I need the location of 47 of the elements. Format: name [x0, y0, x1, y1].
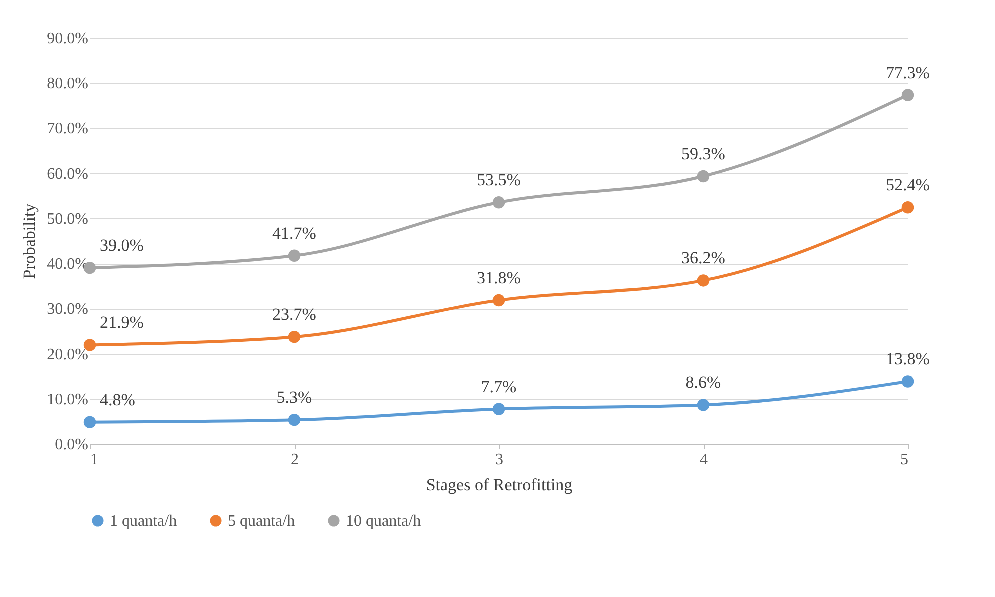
- y-tick-label: 70.0%: [47, 120, 88, 138]
- data-label: 5.3%: [276, 388, 312, 408]
- y-tick-label: 10.0%: [47, 391, 88, 408]
- point: [697, 170, 710, 183]
- data-label: 36.2%: [682, 248, 726, 268]
- x-tick-label: 1: [90, 452, 98, 468]
- y-tick-label: 20.0%: [47, 346, 88, 364]
- data-label: 53.5%: [477, 170, 521, 190]
- y-tick-label: 60.0%: [47, 166, 88, 183]
- point: [288, 250, 301, 262]
- point: [697, 399, 710, 412]
- legend-label: 1 quanta/h: [110, 513, 178, 530]
- y-axis-title: Probability: [20, 203, 40, 280]
- point: [84, 416, 96, 428]
- y-tick-label: 0.0%: [55, 436, 88, 454]
- data-label: 23.7%: [272, 305, 316, 324]
- data-label: 21.9%: [100, 313, 144, 332]
- x-axis-title: Stages of Retrofitting: [426, 476, 574, 494]
- point: [492, 294, 506, 307]
- point: [902, 89, 914, 102]
- x-tick-label: 4: [700, 452, 708, 468]
- point: [902, 202, 914, 214]
- x-tick-label: 3: [496, 452, 504, 468]
- point: [288, 414, 301, 426]
- point: [288, 330, 301, 344]
- data-label: 31.8%: [477, 268, 521, 288]
- legend-label: 10 quanta/h: [346, 513, 422, 530]
- data-label: 39.0%: [100, 236, 144, 256]
- data-label: 4.8%: [100, 390, 136, 410]
- point: [697, 274, 710, 287]
- y-tick-label: 90.0%: [47, 30, 88, 48]
- data-label: 7.7%: [481, 377, 517, 396]
- y-tick-label: 80.0%: [47, 76, 88, 93]
- data-label: 59.3%: [682, 144, 726, 164]
- point: [492, 196, 506, 209]
- data-label: 52.4%: [886, 176, 930, 195]
- data-label: 41.7%: [272, 224, 316, 243]
- y-tick-label: 30.0%: [47, 301, 88, 318]
- x-tick-label: 2: [291, 452, 299, 468]
- data-label: 77.3%: [886, 63, 930, 82]
- data-label: 13.8%: [886, 350, 930, 369]
- point: [492, 403, 506, 416]
- x-tick-label: 5: [900, 452, 908, 468]
- point: [902, 376, 914, 388]
- data-label: 8.6%: [686, 373, 722, 392]
- y-tick-label: 50.0%: [47, 210, 88, 228]
- legend-label: 5 quanta/h: [228, 513, 296, 530]
